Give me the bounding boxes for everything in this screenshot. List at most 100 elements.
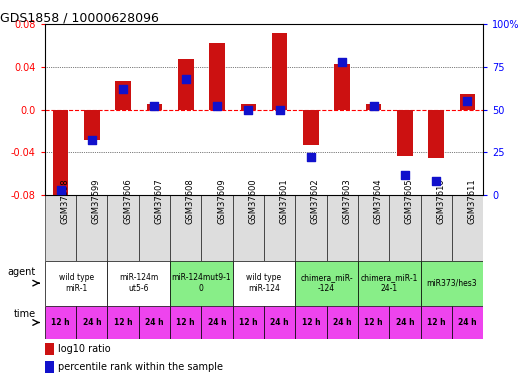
Text: 24 h: 24 h: [333, 318, 352, 327]
Text: GSM37609: GSM37609: [217, 179, 226, 224]
Point: [401, 171, 409, 177]
Bar: [295, 306, 327, 339]
Text: GSM37602: GSM37602: [311, 179, 320, 224]
Bar: [233, 195, 264, 261]
Text: chimera_miR-
-124: chimera_miR- -124: [300, 273, 353, 293]
Text: time: time: [14, 309, 36, 319]
Bar: [358, 261, 420, 306]
Bar: [420, 306, 452, 339]
Text: 24 h: 24 h: [145, 318, 164, 327]
Text: wild type
miR-1: wild type miR-1: [59, 273, 94, 293]
Text: log10 ratio: log10 ratio: [58, 344, 111, 354]
Bar: [108, 306, 139, 339]
Text: GSM37605: GSM37605: [405, 179, 414, 224]
Bar: [84, 110, 100, 140]
Bar: [178, 58, 194, 110]
Bar: [108, 195, 139, 261]
Bar: [45, 361, 54, 373]
Bar: [389, 306, 420, 339]
Bar: [366, 104, 381, 110]
Bar: [170, 261, 233, 306]
Bar: [45, 261, 108, 306]
Bar: [201, 306, 233, 339]
Bar: [295, 261, 358, 306]
Text: GDS1858 / 10000628096: GDS1858 / 10000628096: [0, 11, 159, 24]
Text: 12 h: 12 h: [301, 318, 320, 327]
Bar: [139, 306, 170, 339]
Bar: [397, 110, 413, 156]
Bar: [358, 195, 389, 261]
Bar: [139, 195, 170, 261]
Point: [244, 106, 252, 112]
Bar: [115, 81, 131, 110]
Point: [182, 76, 190, 82]
Bar: [201, 195, 233, 261]
Bar: [420, 261, 483, 306]
Text: 12 h: 12 h: [176, 318, 195, 327]
Text: GSM37608: GSM37608: [186, 179, 195, 224]
Text: GSM37603: GSM37603: [342, 179, 351, 224]
Point: [276, 106, 284, 112]
Bar: [358, 306, 389, 339]
Bar: [428, 110, 444, 158]
Text: miR373/hes3: miR373/hes3: [427, 279, 477, 288]
Bar: [170, 306, 201, 339]
Text: 24 h: 24 h: [395, 318, 414, 327]
Bar: [264, 306, 295, 339]
Text: 12 h: 12 h: [364, 318, 383, 327]
Bar: [334, 64, 350, 110]
Point: [338, 59, 346, 65]
Text: GSM37606: GSM37606: [123, 179, 132, 224]
Bar: [209, 42, 225, 110]
Bar: [76, 195, 108, 261]
Bar: [233, 261, 295, 306]
Point: [370, 103, 378, 109]
Bar: [452, 306, 483, 339]
Bar: [147, 104, 162, 110]
Text: 12 h: 12 h: [239, 318, 258, 327]
Bar: [327, 306, 358, 339]
Text: wild type
miR-124: wild type miR-124: [247, 273, 281, 293]
Point: [119, 86, 127, 92]
Text: 12 h: 12 h: [114, 318, 133, 327]
Text: GSM37607: GSM37607: [154, 179, 164, 224]
Text: 24 h: 24 h: [82, 318, 101, 327]
Text: 24 h: 24 h: [458, 318, 477, 327]
Text: miR-124mut9-1
0: miR-124mut9-1 0: [172, 273, 231, 293]
Bar: [272, 33, 287, 110]
Bar: [327, 195, 358, 261]
Bar: [264, 195, 295, 261]
Bar: [295, 195, 327, 261]
Bar: [303, 110, 319, 145]
Bar: [45, 195, 76, 261]
Text: miR-124m
ut5-6: miR-124m ut5-6: [119, 273, 158, 293]
Bar: [76, 306, 108, 339]
Bar: [233, 306, 264, 339]
Text: GSM37611: GSM37611: [467, 179, 476, 224]
Text: GSM37610: GSM37610: [436, 179, 445, 224]
Bar: [460, 94, 475, 110]
Text: 12 h: 12 h: [427, 318, 446, 327]
Text: agent: agent: [8, 267, 36, 277]
Bar: [53, 110, 68, 197]
Text: GSM37599: GSM37599: [92, 179, 101, 224]
Text: GSM37604: GSM37604: [374, 179, 383, 224]
Point: [88, 137, 96, 143]
Text: GSM37598: GSM37598: [61, 179, 70, 224]
Bar: [108, 261, 170, 306]
Point: [213, 103, 221, 109]
Bar: [45, 343, 54, 355]
Text: GSM37601: GSM37601: [280, 179, 289, 224]
Text: 24 h: 24 h: [270, 318, 289, 327]
Point: [307, 154, 315, 160]
Bar: [452, 195, 483, 261]
Bar: [389, 195, 420, 261]
Bar: [45, 306, 76, 339]
Bar: [420, 195, 452, 261]
Text: percentile rank within the sample: percentile rank within the sample: [58, 362, 223, 372]
Point: [432, 178, 440, 184]
Point: [56, 187, 65, 193]
Text: GSM37600: GSM37600: [248, 179, 257, 224]
Bar: [241, 104, 256, 110]
Point: [150, 103, 158, 109]
